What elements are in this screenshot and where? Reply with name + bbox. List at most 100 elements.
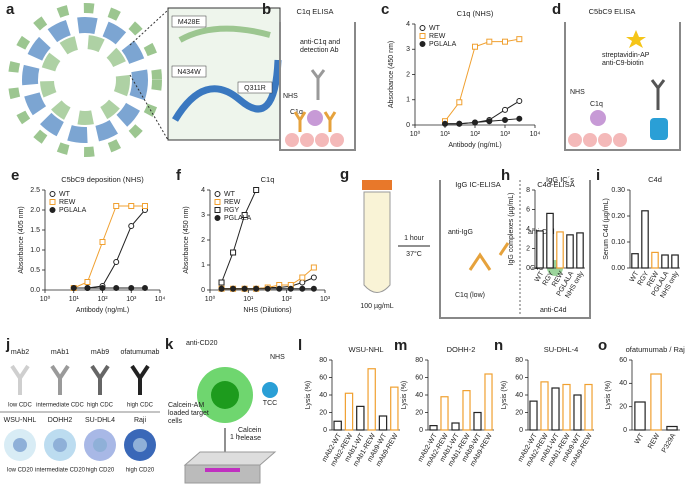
bar: [390, 386, 399, 431]
marker: [128, 223, 135, 229]
chart-title: C1q: [261, 175, 275, 184]
legend-marker: [214, 215, 221, 221]
diagram-title: C1q ELISA: [296, 7, 333, 16]
diagram-label: detection Ab: [300, 47, 339, 54]
bar: [462, 390, 471, 431]
diagram-label: anti-C1q and: [300, 39, 340, 46]
marker: [472, 43, 478, 50]
series-line: [73, 209, 146, 289]
diagram-label: 37°C: [406, 250, 422, 258]
legend-label: PGLALA: [59, 207, 87, 214]
bar: [473, 411, 482, 431]
marker: [310, 285, 317, 292]
mutation-label: M428E: [178, 19, 201, 26]
diagram-label: anti-IgG: [448, 229, 473, 236]
diagram-label: loaded target: [168, 410, 209, 417]
marker: [299, 285, 306, 292]
antibody-name: mAb2: [11, 349, 29, 356]
bar: [378, 415, 388, 431]
y-tick-label: 0.5: [30, 267, 40, 274]
y-tick-label: 80: [515, 357, 523, 364]
bar: [661, 254, 669, 269]
marker: [287, 285, 294, 292]
x-tick-label: 10³: [320, 296, 331, 303]
legend-label: REW: [429, 33, 446, 40]
y-tick-label: 20: [619, 404, 627, 411]
cdc-label: high CDC: [87, 403, 114, 409]
chart-title: C4d: [648, 175, 662, 184]
y-tick-label: 2: [526, 245, 530, 252]
legend-marker: [419, 33, 426, 39]
y-tick-label: 60: [515, 374, 523, 381]
antibody-icon: [130, 364, 150, 395]
helix: [178, 25, 271, 43]
cell-nucleus: [13, 438, 27, 452]
x-tick-label: 10⁴: [530, 131, 541, 138]
tcc: [262, 382, 278, 398]
x-axis-label: Antibody (ng/mL): [448, 142, 501, 149]
y-tick-label: 8: [526, 187, 530, 194]
well: [564, 22, 681, 151]
marker: [502, 38, 508, 45]
cd20-label: low CD20: [7, 468, 34, 474]
legend-label: WT: [429, 25, 441, 32]
legend-label: PGLALA: [429, 41, 457, 48]
x-axis-label: Antibody (ng/mL): [76, 307, 129, 314]
bar: [356, 405, 365, 431]
legend-label: REW: [224, 199, 241, 206]
diagram-title: C4d-ELISA: [537, 180, 575, 189]
cd20-label: intermediate CD20: [35, 468, 86, 474]
chart-title: SU-DHL-4: [544, 345, 579, 354]
marker: [253, 187, 260, 193]
y-axis-label: Lysis (%): [501, 381, 508, 410]
marker: [264, 285, 271, 292]
diagram-label: streptavidin-AP: [602, 52, 650, 59]
marker: [128, 285, 135, 291]
y-tick-label: 40: [415, 392, 423, 399]
x-tick-label: WT: [629, 270, 641, 284]
panel-letter: l: [298, 337, 302, 354]
x-tick-label: 10²: [97, 296, 108, 303]
label-box: [171, 65, 207, 78]
marker: [442, 120, 448, 127]
antibody-icon: [50, 364, 70, 395]
y-tick-label: 3: [201, 212, 205, 219]
cell-nucleus: [93, 438, 107, 452]
cell-nucleus: [53, 438, 67, 452]
bar: [650, 373, 662, 431]
legend-marker: [214, 199, 221, 205]
y-tick-label: 0: [526, 265, 530, 272]
x-tick-label: REW: [647, 432, 661, 450]
legend-marker: [49, 191, 56, 197]
x-tick-label: 10³: [126, 296, 137, 303]
y-tick-label: 0.10: [611, 239, 625, 246]
cd20-label: high CD20: [86, 468, 115, 474]
diagram-title: C5bC9 ELISA: [589, 7, 636, 16]
y-tick-label: 40: [319, 392, 327, 399]
diagram-label: cells: [168, 418, 183, 425]
bar: [584, 383, 593, 431]
legend-label: WT: [224, 191, 236, 198]
y-tick-label: 6: [526, 206, 530, 213]
bar: [566, 234, 574, 269]
y-tick-label: 0.20: [611, 213, 625, 220]
marker: [253, 285, 260, 292]
marker: [299, 279, 306, 286]
bar: [451, 422, 460, 431]
series-line: [73, 205, 145, 289]
series-line: [445, 100, 520, 125]
legend-marker: [49, 199, 56, 205]
diagram-label: 1 h: [230, 434, 240, 441]
y-tick-label: 60: [415, 374, 423, 381]
y-axis-label: Serum C4d (µg/mL): [603, 198, 610, 260]
cell-name: SU-DHL4: [85, 417, 115, 424]
diagram-label: NHS: [570, 89, 585, 96]
y-tick-label: 2: [406, 71, 410, 78]
tube-cap: [362, 180, 392, 190]
mutation-label: N434W: [177, 69, 201, 76]
marker: [113, 285, 120, 291]
x-tick-label: 10²: [282, 296, 293, 303]
legend-label: PGLALA: [224, 215, 252, 222]
bar: [666, 425, 678, 431]
label-box: [171, 15, 207, 28]
